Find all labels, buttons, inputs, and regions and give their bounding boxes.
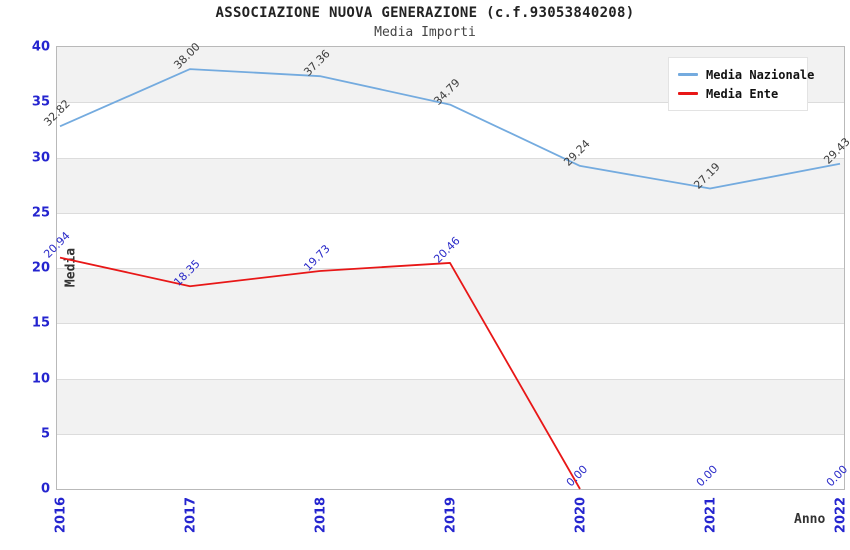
y-axis-title: Media xyxy=(63,247,79,288)
gridline xyxy=(57,212,844,214)
y-tick-label: 30 xyxy=(31,150,50,165)
y-tick-label: 35 xyxy=(31,94,50,110)
x-tick-label: 2018 xyxy=(313,496,329,534)
legend-label-media-nazionale: Media Nazionale xyxy=(706,67,815,82)
chart-subtitle: Media Importi xyxy=(374,25,476,40)
gridline xyxy=(57,433,844,435)
x-tick-label: 2016 xyxy=(53,496,69,534)
x-tick-label: 2019 xyxy=(443,496,459,534)
legend-item-media-nazionale: Media Nazionale xyxy=(678,65,814,84)
plot-area: Media xyxy=(56,46,845,490)
y-tick-label: 15 xyxy=(31,315,50,331)
y-tick-label: 25 xyxy=(31,205,50,221)
x-tick-label: 2021 xyxy=(703,496,719,534)
legend-item-media-ente: Media Ente xyxy=(678,84,798,103)
y-tick-label: 40 xyxy=(31,39,50,55)
media-nazionale-line-swatch-icon xyxy=(678,73,698,76)
gridline xyxy=(57,268,844,269)
plot-band xyxy=(57,378,844,434)
gridline xyxy=(57,157,844,159)
x-tick-label: 2017 xyxy=(183,496,199,534)
legend: Media Nazionale Media Ente xyxy=(668,57,814,111)
gridline xyxy=(57,378,844,380)
y-tick-label: 10 xyxy=(31,371,50,386)
x-axis-title: Anno xyxy=(794,512,826,527)
media-ente-line-swatch-icon xyxy=(678,92,698,95)
plot-band xyxy=(57,157,844,213)
y-tick-label: 5 xyxy=(40,426,50,442)
chart-title: ASSOCIAZIONE NUOVA GENERAZIONE (c.f.9305… xyxy=(215,5,635,21)
y-tick-label: 0 xyxy=(40,481,50,497)
gridline xyxy=(57,323,844,325)
x-tick-label: 2020 xyxy=(573,496,589,534)
y-tick-label: 20 xyxy=(31,260,50,276)
plot-band xyxy=(57,323,844,379)
legend-label-media-ente: Media Ente xyxy=(706,86,779,101)
x-tick-label: 2022 xyxy=(833,496,849,534)
plot-band xyxy=(57,433,844,489)
